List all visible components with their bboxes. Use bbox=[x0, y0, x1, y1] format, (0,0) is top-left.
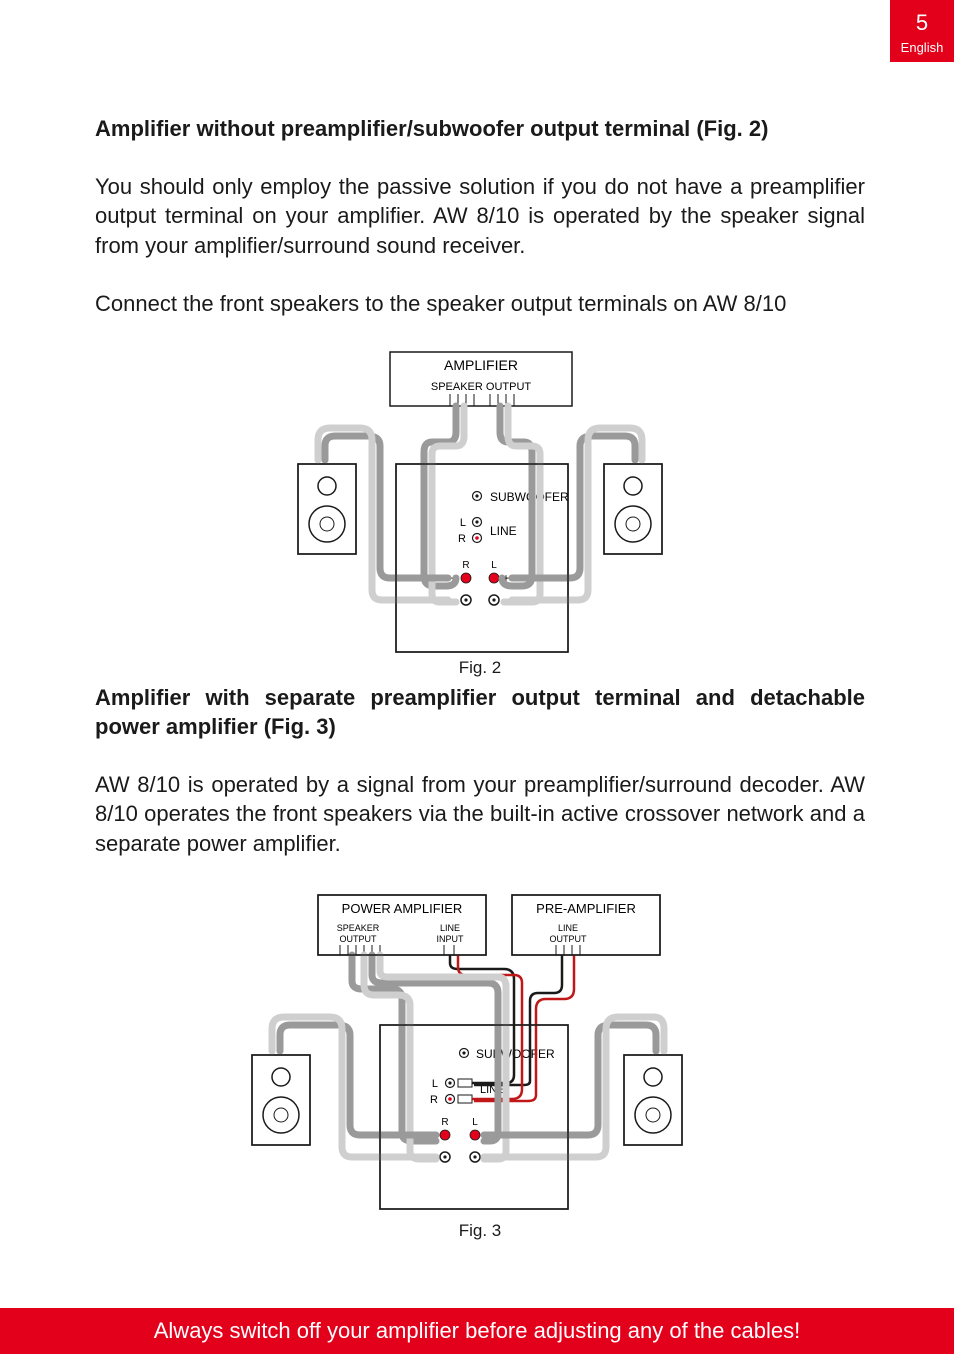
fig3-label-pre-amp: PRE-AMPLIFIER bbox=[536, 901, 636, 916]
section1-heading: Amplifier without preamplifier/subwoofer… bbox=[95, 115, 865, 144]
fig3-left-speaker bbox=[252, 1055, 310, 1145]
figure-2: AMPLIFIER SPEAKER OUTPUT bbox=[95, 346, 865, 678]
fig3-label-power-amp: POWER AMPLIFIER bbox=[342, 901, 463, 916]
svg-text:LINE: LINE bbox=[440, 923, 460, 933]
fig3-diagram: POWER AMPLIFIER SPEAKER OUTPUT LINE INPU… bbox=[240, 889, 720, 1219]
svg-text:L: L bbox=[432, 1078, 438, 1090]
page-language: English bbox=[890, 40, 954, 55]
svg-text:SPEAKER: SPEAKER bbox=[337, 923, 380, 933]
svg-text:L: L bbox=[472, 1117, 478, 1128]
fig2-label-speaker-output: SPEAKER OUTPUT bbox=[431, 381, 532, 393]
fig2-label-L2: L bbox=[491, 560, 497, 571]
figure-3: POWER AMPLIFIER SPEAKER OUTPUT LINE INPU… bbox=[95, 889, 865, 1241]
page-tab: 5 English bbox=[890, 0, 954, 62]
fig2-diagram: AMPLIFIER SPEAKER OUTPUT bbox=[280, 346, 680, 656]
section2-heading: Amplifier with separate preamplifier out… bbox=[95, 684, 865, 741]
fig2-label-R: R bbox=[458, 533, 466, 545]
svg-text:R: R bbox=[441, 1117, 448, 1128]
svg-text:R: R bbox=[430, 1094, 438, 1106]
section1-para1: You should only employ the passive solut… bbox=[95, 172, 865, 261]
svg-text:OUTPUT: OUTPUT bbox=[550, 934, 588, 944]
page-number: 5 bbox=[890, 10, 954, 36]
svg-text:LINE: LINE bbox=[558, 923, 578, 933]
fig2-right-speaker bbox=[604, 464, 662, 554]
fig3-right-speaker bbox=[624, 1055, 682, 1145]
fig2-label-R2: R bbox=[462, 560, 469, 571]
fig2-label-line: LINE bbox=[490, 524, 517, 538]
page-content: Amplifier without preamplifier/subwoofer… bbox=[95, 115, 865, 1247]
fig3-caption: Fig. 3 bbox=[95, 1221, 865, 1241]
section2-para1: AW 8/10 is operated by a signal from you… bbox=[95, 770, 865, 859]
section1-para2: Connect the front speakers to the speake… bbox=[95, 289, 865, 319]
fig3-label-subwoofer: SUBWOOFER bbox=[476, 1047, 555, 1061]
fig2-label-L: L bbox=[460, 517, 466, 529]
fig2-label-amplifier: AMPLIFIER bbox=[444, 357, 518, 373]
fig2-caption: Fig. 2 bbox=[95, 658, 865, 678]
svg-text:OUTPUT: OUTPUT bbox=[340, 934, 378, 944]
fig2-left-speaker bbox=[298, 464, 356, 554]
svg-text:INPUT: INPUT bbox=[437, 934, 465, 944]
warning-bar: Always switch off your amplifier before … bbox=[0, 1308, 954, 1354]
